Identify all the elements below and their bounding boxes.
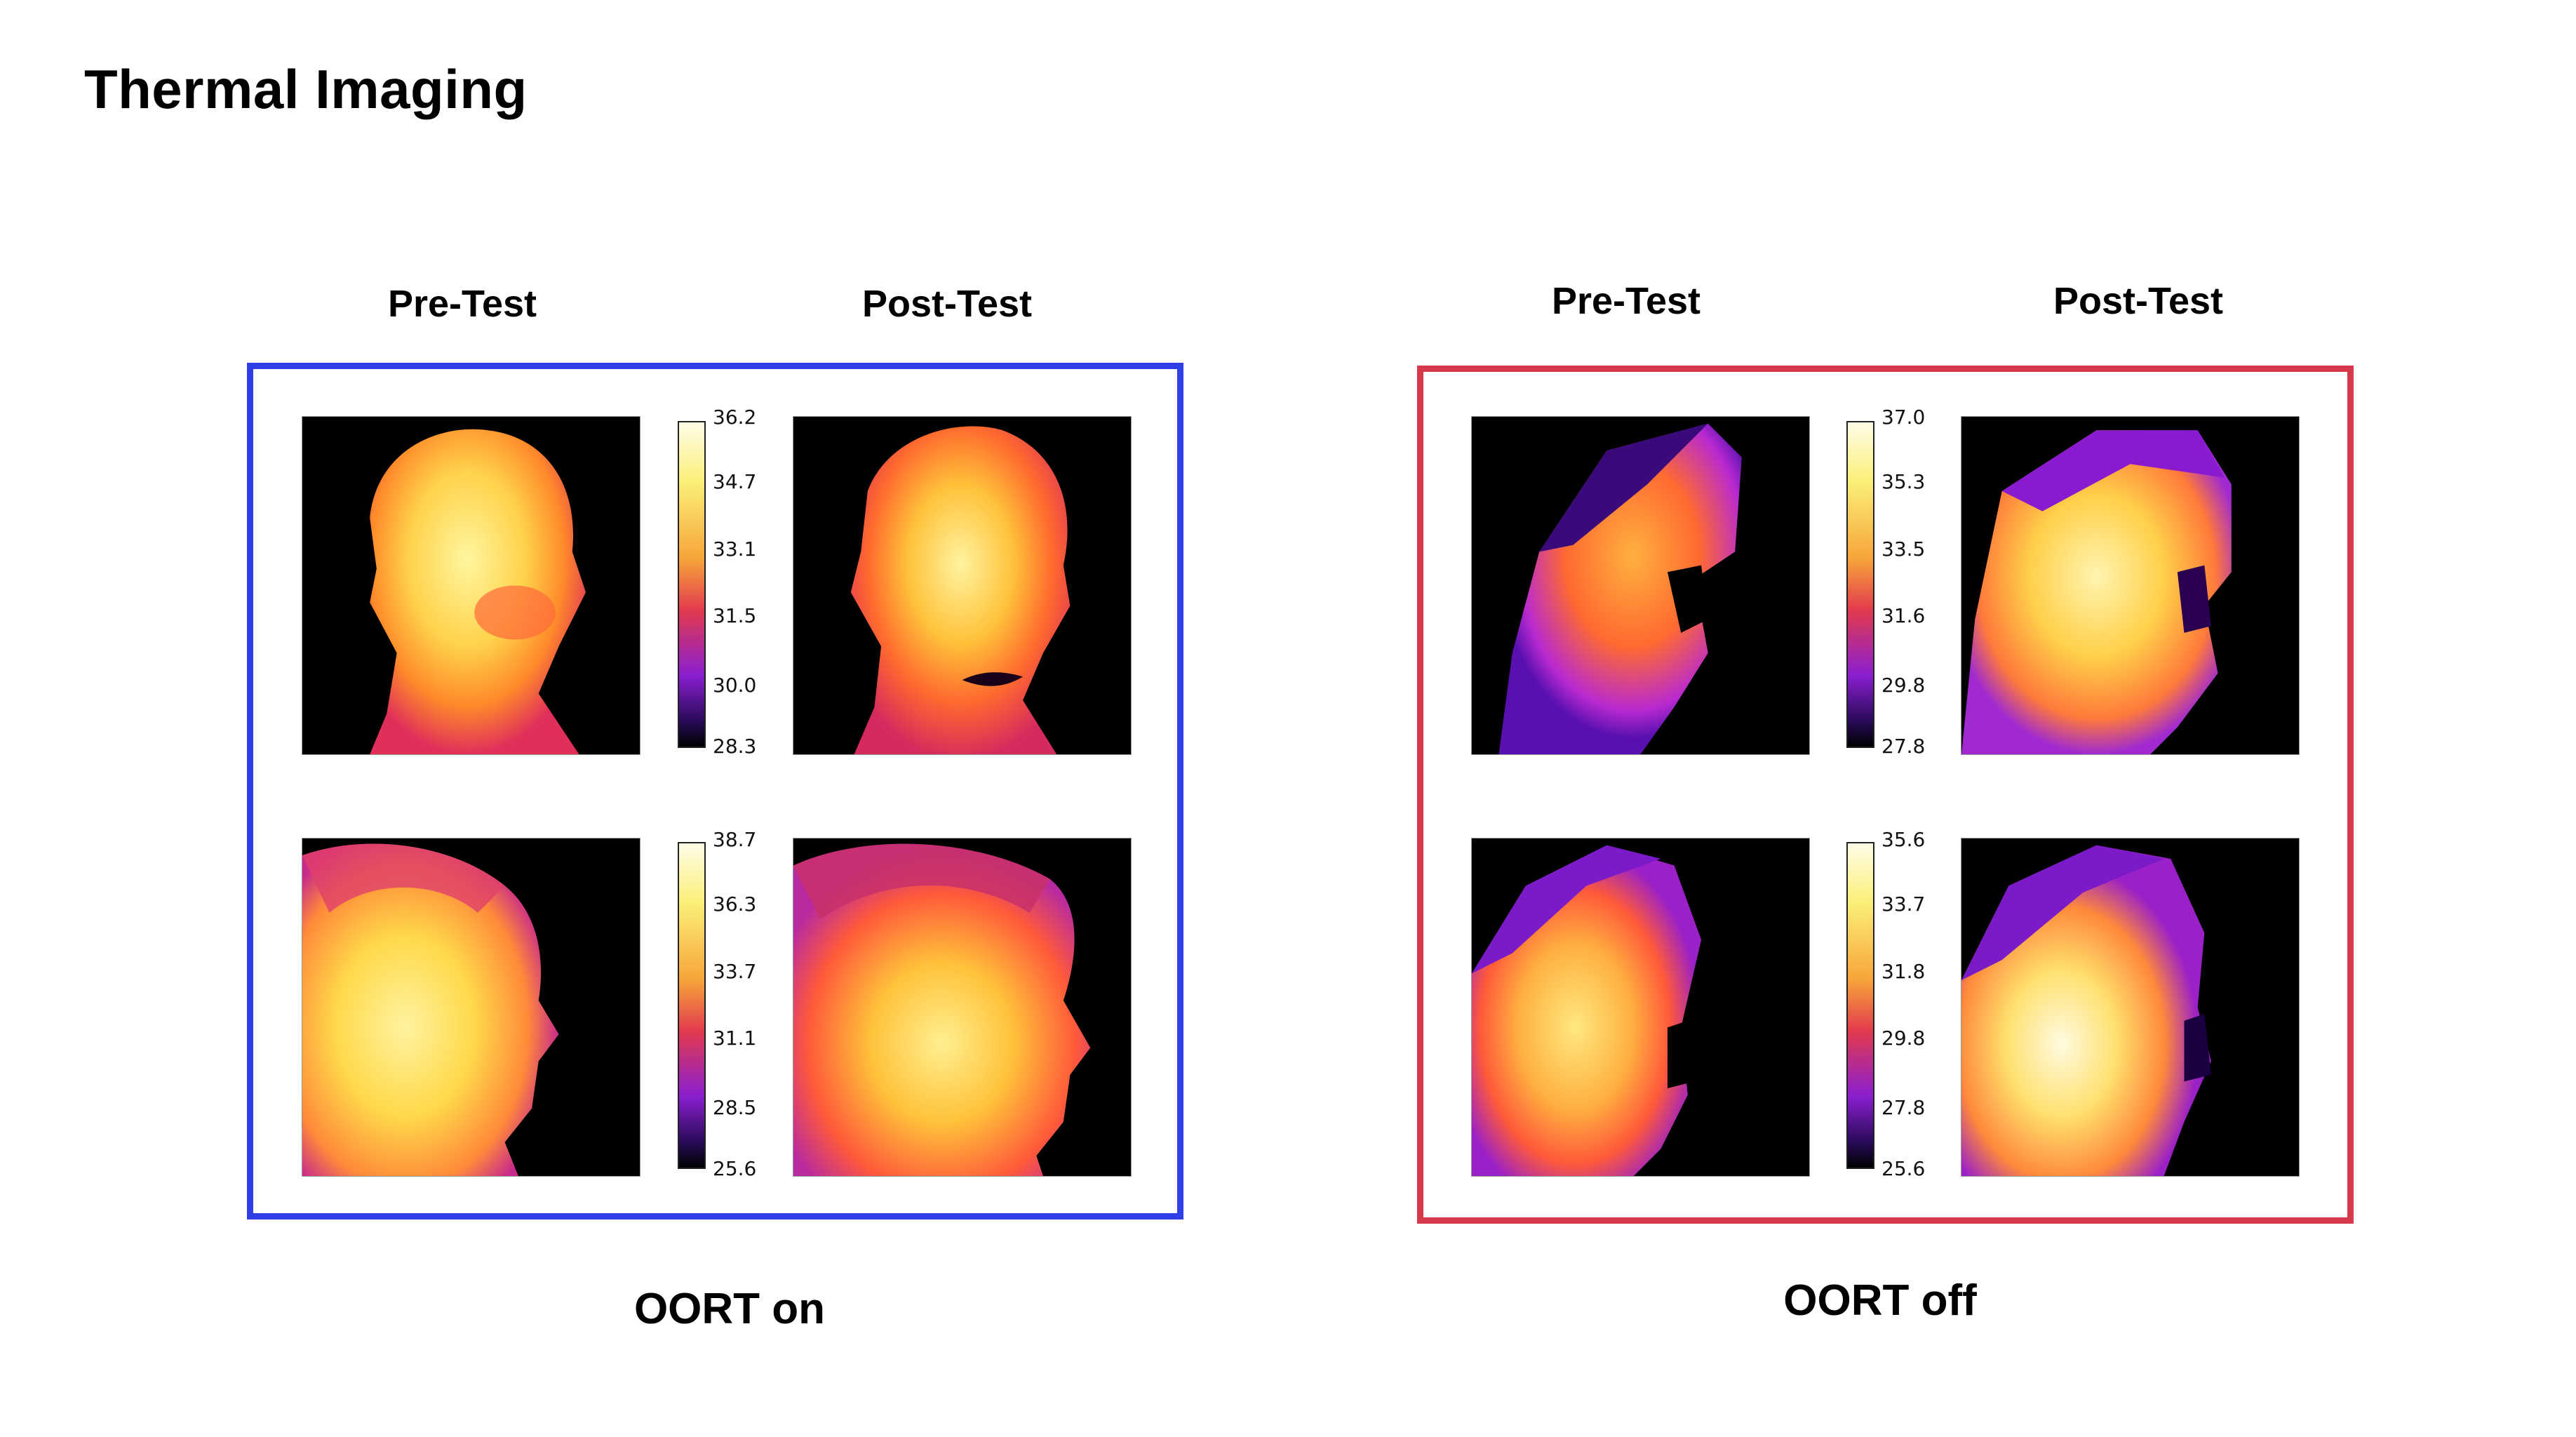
column-label-post-test: Post-Test: [861, 283, 1033, 325]
colorbar-tick-label: 29.8: [1881, 674, 1926, 697]
caption-oort-on: OORT on: [633, 1285, 826, 1333]
colorbar-tick-label: 34.7: [713, 470, 757, 493]
column-label-pre-test: Pre-Test: [387, 283, 537, 325]
colorbar-tick-label: 33.7: [713, 960, 757, 983]
colorbar-tick-label: 28.5: [713, 1096, 757, 1119]
colorbar-tick-label: 25.6: [713, 1157, 757, 1180]
thermal-image-oort-off-pre-2: [1471, 838, 1810, 1177]
colorbar-tick-label: 38.7: [713, 828, 757, 851]
thermal-image-oort-off-post-1: [1961, 416, 2300, 755]
colorbar-tick-label: 35.3: [1881, 470, 1926, 493]
colorbar-tick-label: 27.8: [1881, 1096, 1926, 1119]
caption-oort-off: OORT off: [1783, 1276, 1977, 1325]
colorbar-tick-label: 25.6: [1881, 1157, 1926, 1180]
colorbar-tick-label: 31.5: [713, 604, 757, 627]
thermal-image-oort-off-post-2: [1961, 838, 2300, 1177]
colorbar-tick-label: 31.6: [1881, 604, 1926, 627]
thermal-image-oort-on-pre-1: [302, 416, 640, 755]
colorbar-tick-label: 37.0: [1881, 406, 1926, 429]
colorbar-tick-label: 28.3: [713, 735, 757, 758]
oort-on-frame: [247, 363, 1183, 1219]
column-label-post-test: Post-Test: [2053, 280, 2224, 322]
colorbar-tick-label: 33.7: [1881, 893, 1926, 916]
thermal-image-oort-off-pre-1: [1471, 416, 1810, 755]
colorbar-tick-label: 36.3: [713, 893, 757, 916]
column-label-pre-test: Pre-Test: [1551, 280, 1701, 322]
colorbar-tick-label: 31.1: [713, 1027, 757, 1050]
colorbar-tick-label: 35.6: [1881, 828, 1926, 851]
colorbar-tick-label: 30.0: [713, 674, 757, 697]
temperature-colorbar: [1846, 421, 1874, 748]
thermal-image-oort-on-post-1: [793, 416, 1132, 755]
thermal-image-oort-on-pre-2: [302, 838, 640, 1177]
temperature-colorbar: [678, 421, 706, 748]
colorbar-tick-label: 31.8: [1881, 960, 1926, 983]
colorbar-tick-label: 36.2: [713, 406, 757, 429]
page-title: Thermal Imaging: [84, 58, 528, 120]
temperature-colorbar: [1846, 842, 1874, 1169]
colorbar-tick-label: 33.5: [1881, 537, 1926, 561]
colorbar-tick-label: 33.1: [713, 537, 757, 561]
thermal-image-oort-on-post-2: [793, 838, 1132, 1177]
colorbar-tick-label: 29.8: [1881, 1027, 1926, 1050]
oort-off-frame: [1417, 366, 2354, 1224]
colorbar-tick-label: 27.8: [1881, 735, 1926, 758]
temperature-colorbar: [678, 842, 706, 1169]
